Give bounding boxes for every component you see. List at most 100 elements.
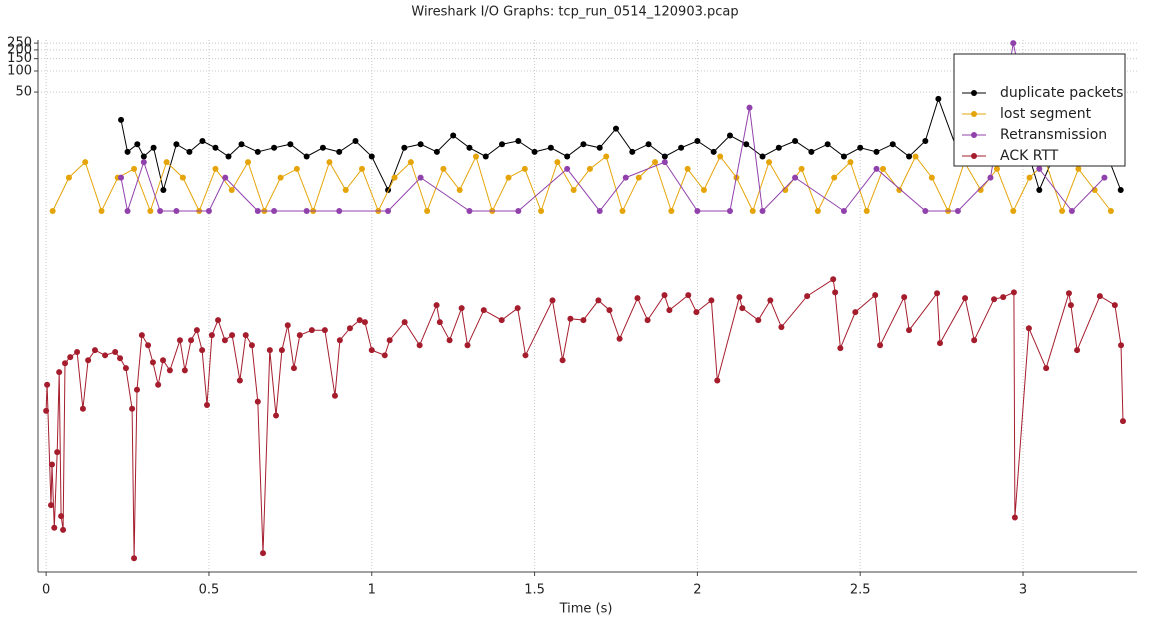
data-point: [58, 513, 65, 520]
data-point: [726, 208, 733, 215]
data-point: [877, 342, 884, 349]
data-point: [74, 349, 81, 356]
data-point: [629, 148, 636, 155]
data-point: [118, 116, 125, 123]
data-point: [424, 208, 431, 215]
data-point: [1065, 290, 1072, 297]
data-point: [606, 307, 613, 314]
data-point: [150, 144, 157, 151]
data-point: [564, 165, 571, 172]
data-point: [401, 319, 408, 326]
data-point: [1010, 40, 1017, 47]
data-point: [336, 208, 343, 215]
data-point: [603, 153, 610, 160]
data-point: [1011, 514, 1018, 521]
data-point: [775, 144, 782, 151]
data-point: [977, 186, 984, 193]
data-point: [847, 159, 854, 166]
data-point: [792, 138, 799, 145]
data-point: [906, 153, 913, 160]
data-point: [832, 289, 839, 296]
data-point: [746, 104, 753, 111]
data-point: [242, 332, 249, 339]
data-point: [596, 208, 603, 215]
data-point: [342, 186, 349, 193]
data-point: [1026, 174, 1033, 181]
data-point: [290, 365, 297, 372]
data-point: [303, 208, 310, 215]
legend: duplicate packets lost segment Retransmiss…: [953, 53, 1126, 167]
data-point: [872, 292, 879, 299]
data-point: [515, 208, 522, 215]
data-point: [480, 307, 487, 314]
data-point: [1000, 294, 1007, 301]
legend-label: ACK RTT: [1000, 148, 1059, 164]
data-point: [567, 315, 574, 322]
data-point: [616, 335, 623, 342]
data-point: [912, 153, 919, 160]
data-point: [559, 357, 566, 364]
data-point: [254, 208, 261, 215]
data-point: [736, 294, 743, 301]
data-point: [122, 365, 129, 372]
data-point: [634, 295, 641, 302]
data-point: [48, 502, 55, 509]
data-point: [321, 327, 328, 334]
legend-label: lost segment: [1000, 106, 1092, 122]
data-point: [319, 144, 326, 151]
data-point: [991, 296, 998, 303]
data-point: [67, 354, 74, 361]
data-point: [595, 297, 602, 304]
data-point: [277, 174, 284, 181]
data-point: [499, 141, 506, 148]
legend-marker: [971, 153, 977, 159]
data-point: [717, 153, 724, 160]
legend-box: [953, 53, 1126, 167]
data-point: [236, 377, 243, 384]
data-point: [308, 327, 315, 334]
data-point: [417, 141, 424, 148]
y-tick-label: 200: [7, 42, 32, 57]
data-point: [456, 186, 463, 193]
data-point: [284, 322, 291, 329]
data-point: [710, 148, 717, 155]
data-point: [1101, 174, 1108, 181]
data-point: [229, 332, 236, 339]
data-point: [549, 297, 556, 304]
data-point: [612, 125, 619, 132]
data-point: [708, 297, 715, 304]
data-point: [436, 319, 443, 326]
data-point: [873, 165, 880, 172]
legend-label: Retransmission: [1000, 127, 1107, 143]
data-point: [564, 153, 571, 160]
data-point: [644, 317, 651, 324]
data-point: [391, 174, 398, 181]
data-point: [433, 302, 440, 309]
data-point: [766, 159, 773, 166]
data-point: [685, 292, 692, 299]
data-point: [1107, 208, 1114, 215]
data-point: [678, 144, 685, 151]
data-point: [356, 317, 363, 324]
data-point: [273, 412, 280, 419]
data-point: [160, 186, 167, 193]
data-point: [245, 159, 252, 166]
data-point: [1059, 208, 1066, 215]
data-point: [798, 165, 805, 172]
data-point: [266, 347, 273, 354]
data-point: [928, 174, 935, 181]
data-point: [254, 148, 261, 155]
data-point: [186, 148, 193, 155]
data-point: [416, 342, 423, 349]
data-point: [173, 141, 180, 148]
data-point: [407, 159, 414, 166]
data-point: [296, 332, 303, 339]
data-point: [880, 165, 887, 172]
legend-marker: [971, 132, 977, 138]
data-point: [65, 174, 72, 181]
legend-marker: [971, 90, 977, 96]
data-point: [359, 165, 366, 172]
data-point: [260, 550, 267, 557]
data-point: [1075, 165, 1082, 172]
data-point: [331, 392, 338, 399]
